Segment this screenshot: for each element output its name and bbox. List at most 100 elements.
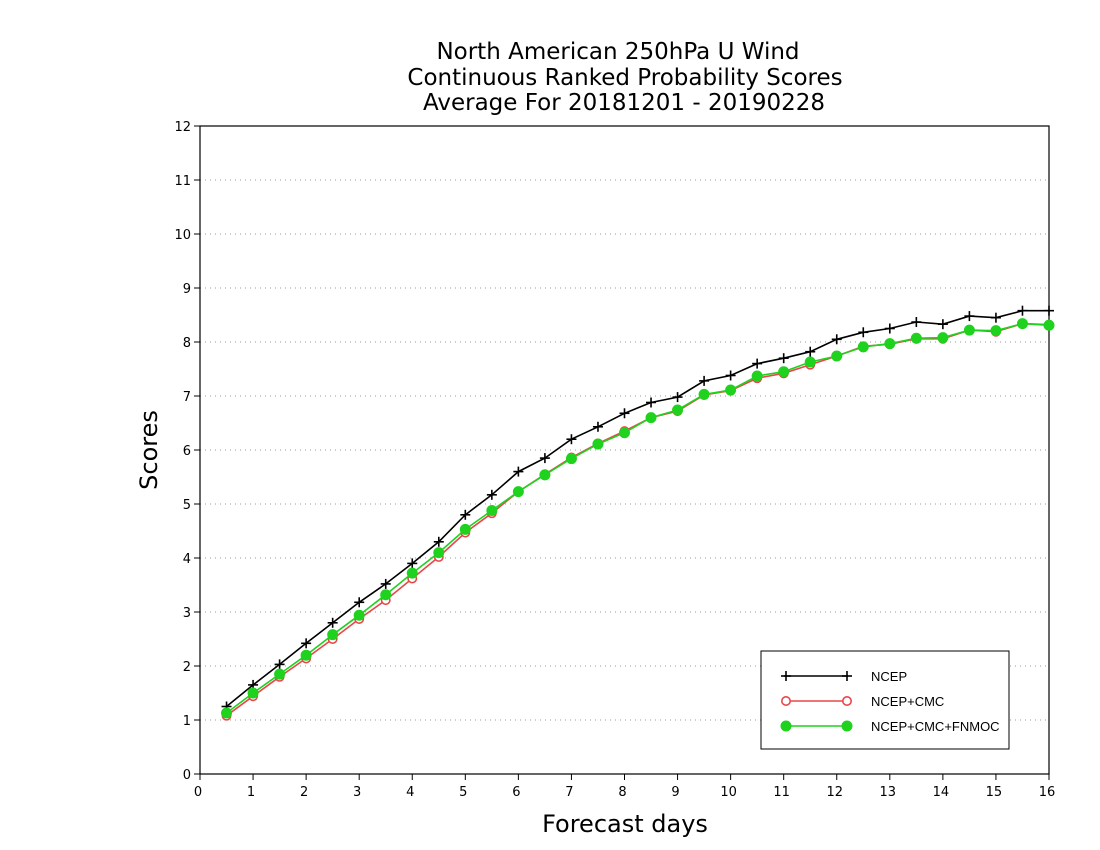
x-tick-label: 1	[247, 785, 255, 800]
data-point	[327, 629, 339, 641]
data-point	[433, 547, 445, 559]
y-tick-label: 4	[183, 552, 191, 567]
data-point	[699, 375, 710, 386]
data-point	[592, 438, 604, 450]
y-axis-label: Scores	[135, 410, 163, 490]
data-point	[354, 597, 365, 608]
legend-box	[760, 650, 1010, 750]
data-point	[1016, 318, 1028, 330]
data-point	[380, 578, 391, 589]
data-point	[274, 668, 286, 680]
data-point	[645, 412, 657, 424]
y-tick-label: 11	[174, 174, 191, 189]
data-point	[301, 638, 312, 649]
series-layer	[221, 305, 1055, 721]
data-point	[380, 589, 392, 601]
x-tick-label: 12	[826, 785, 843, 800]
data-point	[672, 404, 684, 416]
x-tick-label: 5	[459, 785, 467, 800]
legend-marker	[780, 695, 791, 706]
y-tick-label: 9	[183, 282, 191, 297]
legend: NCEP NCEP+CMC NCEP+CMC+FNMOC	[760, 650, 1010, 750]
data-point	[751, 370, 763, 382]
series-line	[225, 309, 1049, 708]
x-tick-label: 14	[933, 785, 950, 800]
x-tick-label: 10	[720, 785, 737, 800]
data-point	[698, 388, 710, 400]
data-point	[619, 408, 630, 419]
data-point	[884, 338, 896, 350]
data-point	[274, 659, 285, 670]
legend-entry: NCEP	[781, 669, 907, 684]
data-point	[513, 466, 524, 477]
chart-title: North American 250hPa U Wind Continuous …	[407, 39, 842, 116]
data-point	[1043, 319, 1055, 331]
legend-label: NCEP	[871, 669, 907, 684]
x-tick-label: 11	[773, 785, 790, 800]
y-tick-label: 12	[174, 120, 191, 135]
x-tick-label: 13	[880, 785, 897, 800]
data-point	[778, 353, 789, 364]
y-tick-label: 1	[183, 714, 191, 729]
data-point	[964, 311, 975, 322]
x-tick-label: 3	[353, 785, 361, 800]
x-tick-label: 4	[406, 785, 414, 800]
data-point	[725, 384, 737, 396]
data-point	[539, 453, 550, 464]
data-point	[247, 687, 259, 699]
x-tick-label: 9	[671, 785, 679, 800]
data-point	[911, 317, 922, 328]
data-point	[300, 649, 312, 661]
legend-marker	[841, 695, 852, 706]
data-point	[857, 341, 869, 353]
data-point	[460, 509, 471, 520]
y-tick-label: 6	[183, 444, 191, 459]
y-tick-label: 7	[183, 390, 191, 405]
data-point	[221, 707, 233, 719]
data-point	[566, 434, 577, 445]
data-point	[884, 323, 895, 334]
data-point	[486, 504, 498, 516]
x-axis-label: Forecast days	[542, 810, 708, 838]
data-point	[858, 327, 869, 338]
legend-marker	[842, 671, 852, 681]
data-point	[1044, 305, 1054, 316]
data-point	[990, 325, 1002, 337]
x-tick-label: 2	[300, 785, 308, 800]
data-point	[1017, 305, 1028, 316]
legend-label: NCEP+CMC	[871, 694, 944, 709]
x-tick-label: 7	[565, 785, 573, 800]
data-point	[406, 567, 418, 579]
data-point	[778, 366, 790, 378]
x-tick-label: 15	[986, 785, 1003, 800]
y-tick-label: 8	[183, 336, 191, 351]
legend-marker	[841, 720, 853, 732]
data-point	[353, 609, 365, 621]
x-tick-label: 0	[194, 785, 202, 800]
legend-entry: NCEP+CMC	[780, 694, 944, 709]
data-point	[963, 324, 975, 336]
legend-entry: NCEP+CMC+FNMOC	[780, 719, 1000, 734]
data-point	[725, 370, 736, 381]
x-tick-label: 8	[618, 785, 626, 800]
data-point	[805, 346, 816, 357]
series-0	[221, 305, 1054, 712]
data-point	[831, 350, 843, 362]
data-point	[672, 392, 683, 403]
legend-marker	[781, 671, 791, 681]
data-point	[937, 332, 949, 344]
y-tick-label: 2	[183, 660, 191, 675]
data-point	[407, 558, 418, 569]
data-point	[592, 421, 603, 432]
data-point	[937, 319, 948, 330]
data-point	[619, 427, 630, 439]
y-tick-label: 5	[183, 498, 191, 513]
x-tick-label: 16	[1039, 785, 1056, 800]
data-point	[459, 523, 471, 535]
data-point	[831, 334, 842, 345]
y-tick-label: 3	[183, 606, 191, 621]
data-point	[539, 469, 551, 481]
data-point	[327, 617, 338, 628]
